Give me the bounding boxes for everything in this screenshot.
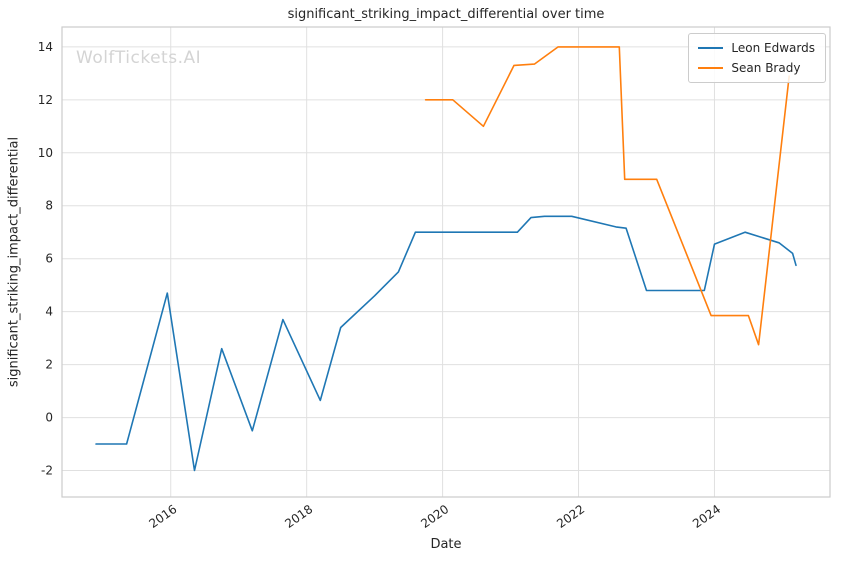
axes-frame bbox=[61, 26, 831, 498]
x-axis-label: Date bbox=[430, 537, 462, 552]
y-tick-label: 8 bbox=[45, 199, 53, 213]
chart-title: significant_striking_impact_differential… bbox=[287, 7, 605, 22]
legend-label: Leon Edwards bbox=[731, 41, 815, 55]
y-tick-label: 6 bbox=[45, 252, 53, 266]
y-axis-label: significant_striking_impact_differential bbox=[6, 136, 22, 388]
y-tick-label: 14 bbox=[38, 40, 53, 54]
series-line-sean-brady bbox=[424, 46, 791, 346]
y-tick-label: 0 bbox=[45, 411, 53, 425]
y-tick-label: -2 bbox=[41, 464, 53, 478]
x-tick-label: 2016 bbox=[146, 502, 179, 531]
legend-label: Sean Brady bbox=[731, 61, 801, 75]
y-tick-label: 2 bbox=[45, 358, 53, 372]
x-tick-label: 2024 bbox=[690, 502, 723, 531]
x-tick-label: 2022 bbox=[554, 502, 587, 531]
legend-item: Leon Edwards bbox=[698, 41, 815, 55]
y-tick-label: 4 bbox=[45, 305, 53, 319]
x-tick-label: 2018 bbox=[282, 502, 315, 531]
x-tick-label: 2020 bbox=[418, 502, 451, 531]
legend: Leon Edwards Sean Brady bbox=[688, 33, 826, 83]
y-tick-label: 12 bbox=[38, 93, 53, 107]
series-line-leon-edwards bbox=[95, 215, 797, 472]
y-tick-label: 10 bbox=[38, 146, 53, 160]
watermark: WolfTickets.AI bbox=[76, 48, 202, 68]
legend-item: Sean Brady bbox=[698, 61, 815, 75]
legend-line-sample-leon-edwards bbox=[698, 47, 724, 49]
legend-line-sample-sean-brady bbox=[698, 67, 724, 69]
